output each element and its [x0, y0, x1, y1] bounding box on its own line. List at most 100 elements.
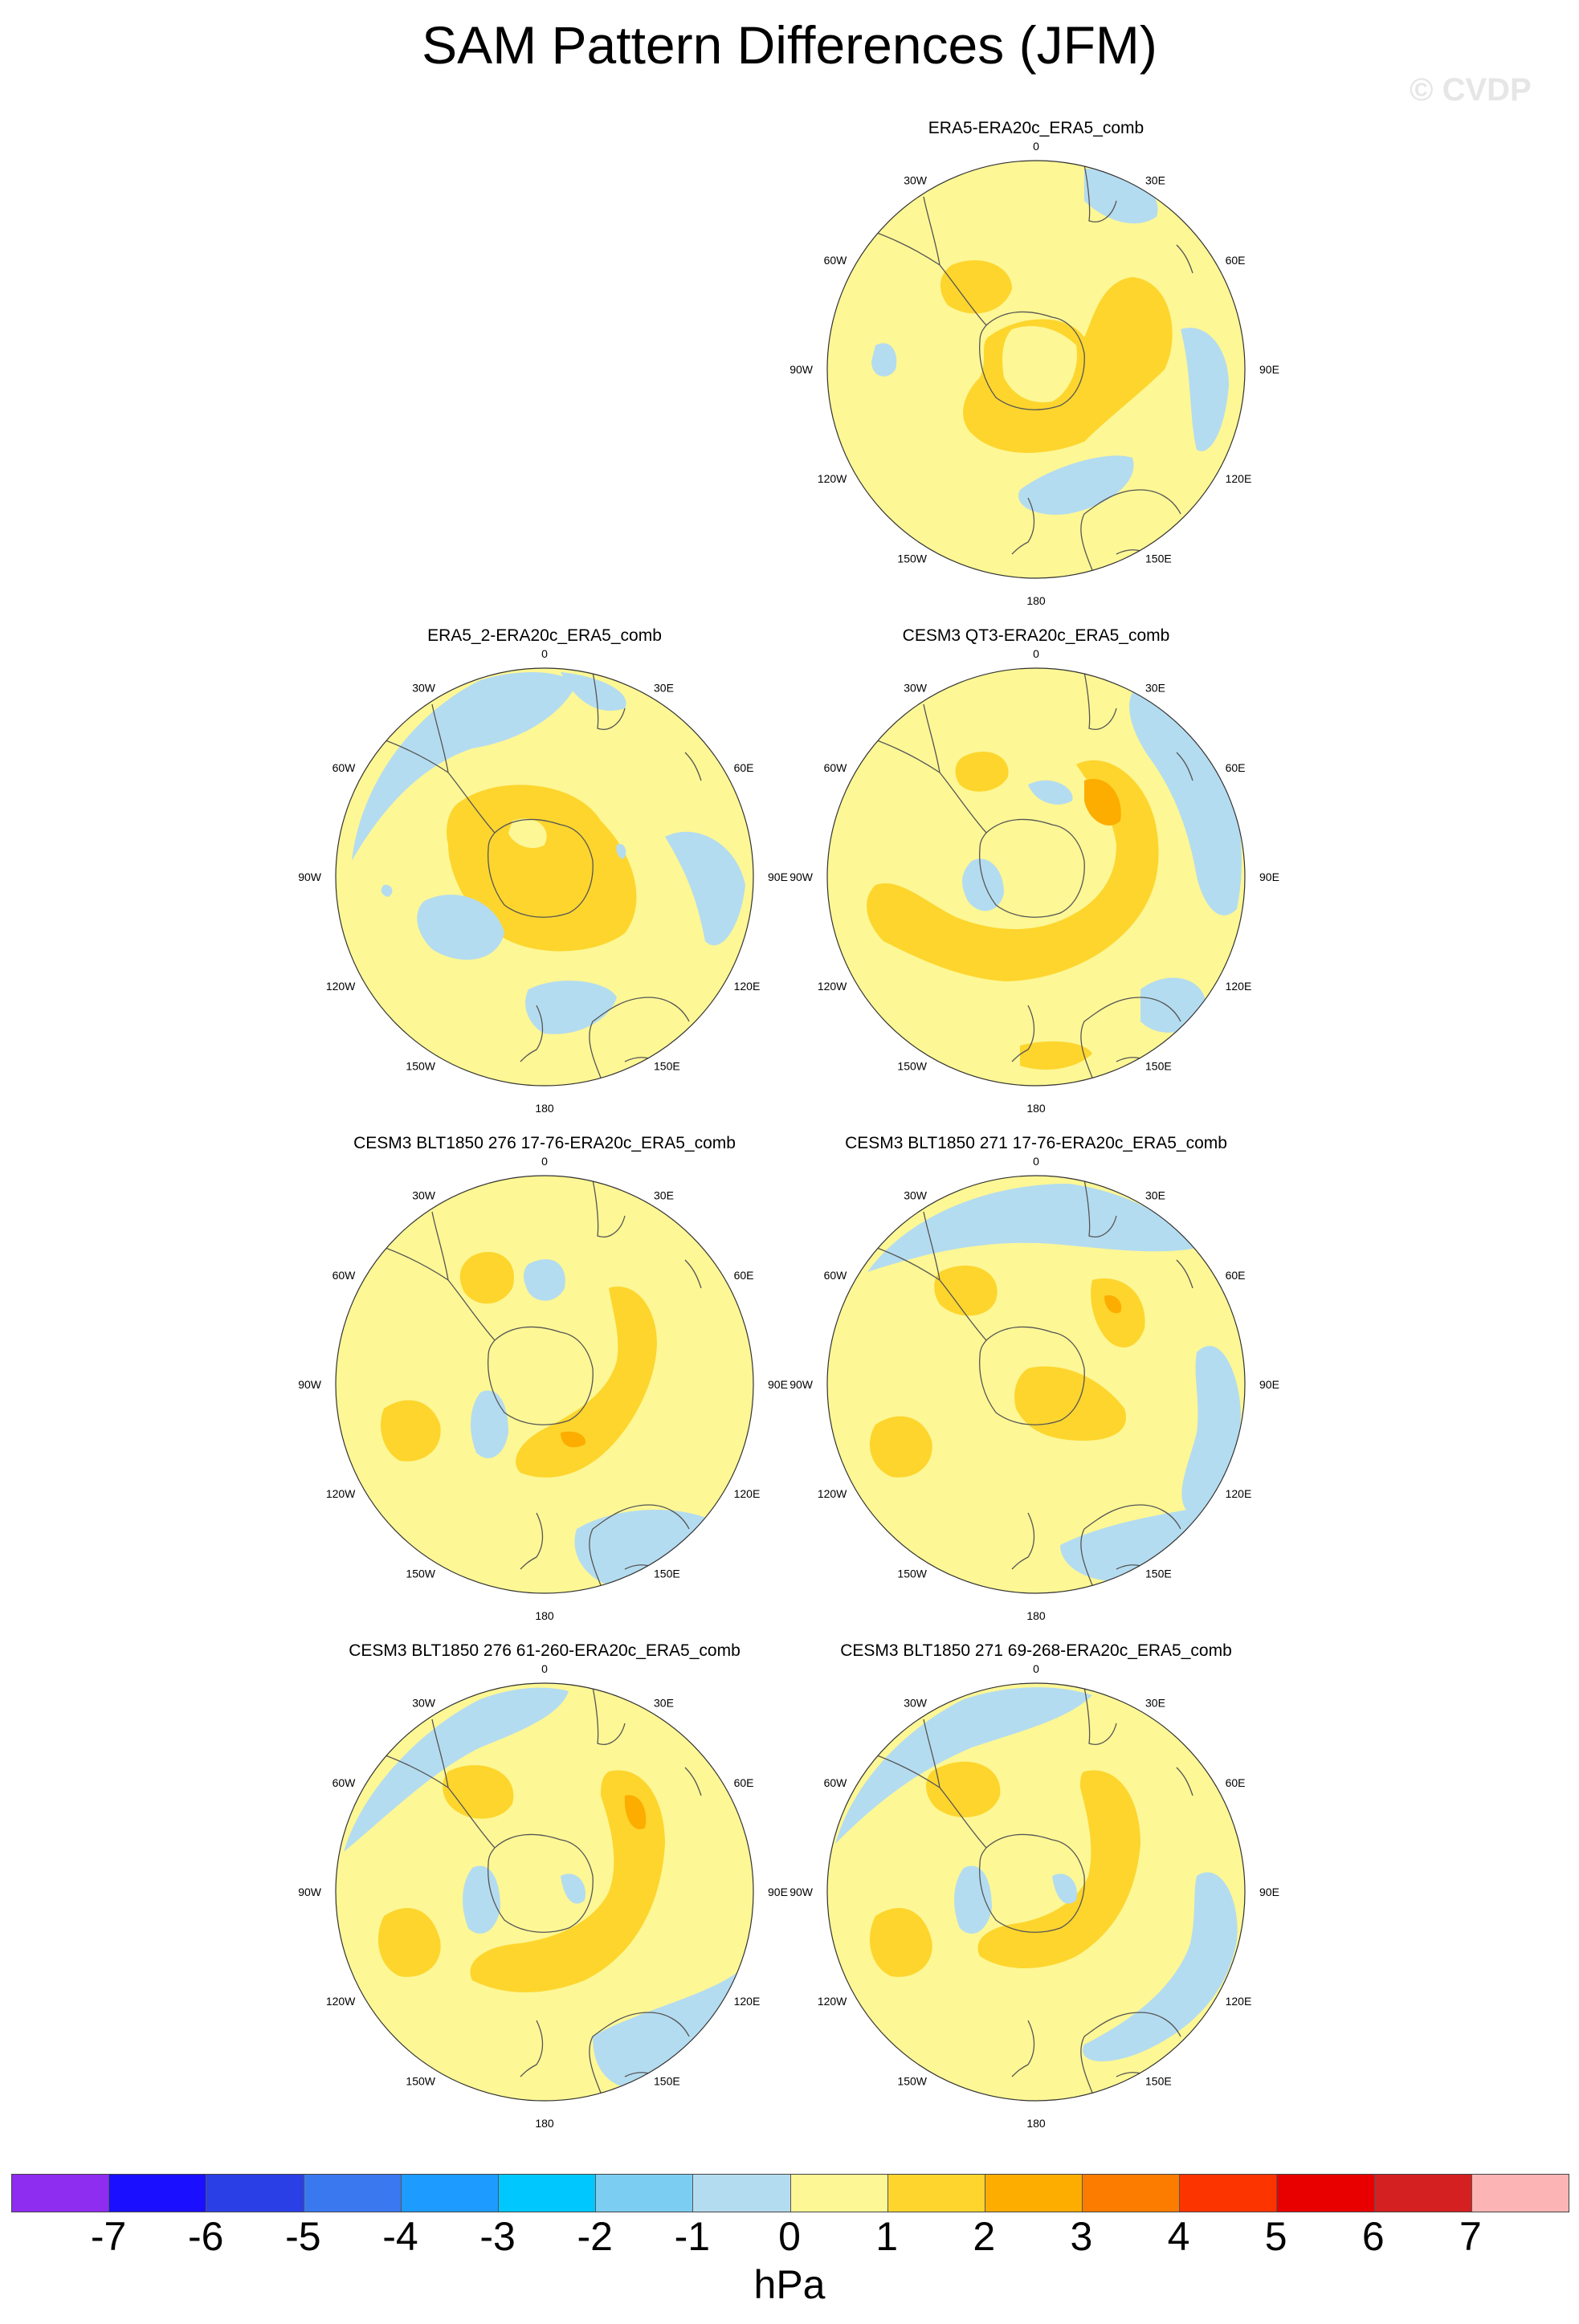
- colorbar-swatch: [303, 2175, 401, 2212]
- longitude-label: 60E: [1226, 1269, 1246, 1282]
- longitude-label: 60W: [333, 1776, 357, 1789]
- longitude-label: 150E: [1145, 552, 1172, 565]
- longitude-label: 0: [541, 1662, 548, 1675]
- longitude-label: 180: [535, 1609, 554, 1622]
- panel-title: CESM3 BLT1850 276 17-76-ERA20c_ERA5_comb: [353, 1134, 736, 1152]
- longitude-label: 0: [1033, 1662, 1039, 1675]
- colorbar-tick-label: 3: [1070, 2214, 1093, 2259]
- longitude-label: 30W: [412, 1189, 436, 1201]
- longitude-label: 30W: [904, 1696, 928, 1709]
- colorbar-swatch: [206, 2175, 304, 2212]
- longitude-label: 90W: [298, 1886, 322, 1898]
- longitude-label: 120W: [818, 1995, 847, 2008]
- longitude-label: 90W: [790, 1378, 814, 1391]
- longitude-label: 180: [1026, 2117, 1046, 2130]
- longitude-label: 60E: [734, 1776, 754, 1789]
- longitude-label: 90E: [1259, 363, 1279, 376]
- colorbar-swatch: [108, 2175, 206, 2212]
- longitude-label: 30E: [654, 1696, 674, 1709]
- polar-map: 0 30E 60E 90E 120E 150E 180 150W 120W 90W 60W 30W: [298, 647, 788, 1115]
- longitude-label: 180: [1026, 1102, 1046, 1115]
- longitude-label: 30W: [904, 1189, 928, 1201]
- longitude-label: 60W: [824, 254, 848, 267]
- longitude-label: 90W: [298, 1378, 322, 1391]
- polar-map: 0 30E 60E 90E 120E 150E 180 150W 120W 90W 60W 30W: [790, 647, 1279, 1115]
- colorbar-tick-label: -1: [674, 2214, 711, 2259]
- longitude-label: 150W: [406, 1568, 435, 1580]
- longitude-label: 150E: [654, 1060, 680, 1073]
- longitude-label: 180: [535, 2117, 554, 2130]
- longitude-label: 120E: [1226, 1995, 1252, 2008]
- longitude-label: 120W: [818, 980, 847, 993]
- longitude-label: 90E: [768, 1886, 788, 1898]
- longitude-label: 30W: [904, 173, 928, 186]
- colorbar-tick-label: -2: [577, 2214, 613, 2259]
- colorbar-tick-label: -4: [382, 2214, 418, 2259]
- longitude-label: 120W: [326, 1995, 356, 2008]
- longitude-label: 30W: [904, 681, 928, 694]
- longitude-label: 90W: [298, 870, 322, 883]
- longitude-label: 150W: [406, 2075, 435, 2088]
- polar-map: 0 30E 60E 90E 120E 150E 180 150W 120W 90W 60W 30W: [790, 140, 1279, 607]
- longitude-label: 0: [541, 647, 548, 660]
- longitude-label: 60W: [824, 1269, 848, 1282]
- colorbar-tick-label: 7: [1459, 2214, 1482, 2259]
- colorbar-swatch: [1082, 2175, 1180, 2212]
- panel-title: ERA5-ERA20c_ERA5_comb: [928, 119, 1144, 137]
- longitude-label: 150W: [897, 1060, 927, 1073]
- longitude-label: 150E: [654, 2075, 680, 2088]
- longitude-label: 120W: [326, 980, 356, 993]
- longitude-label: 0: [541, 1155, 548, 1168]
- longitude-label: 90W: [790, 363, 814, 376]
- colorbar-ticks: -7 -6 -5 -4 -3 -2 -1 0 1 2 3 4 5 6 7: [0, 2213, 1579, 2261]
- longitude-label: 180: [1026, 594, 1046, 607]
- longitude-label: 120E: [1226, 980, 1252, 993]
- colorbar-swatch: [887, 2175, 985, 2212]
- longitude-label: 30W: [412, 1696, 436, 1709]
- colorbar-swatch: [790, 2175, 887, 2212]
- colorbar-swatch: [595, 2175, 693, 2212]
- longitude-label: 180: [535, 1102, 554, 1115]
- longitude-label: 90E: [1259, 1886, 1279, 1898]
- longitude-label: 60W: [824, 1776, 848, 1789]
- panel-title: CESM3 BLT1850 271 17-76-ERA20c_ERA5_comb: [845, 1134, 1227, 1152]
- colorbar-tick-label: -6: [188, 2214, 224, 2259]
- colorbar-swatch: [984, 2175, 1083, 2212]
- longitude-label: 90E: [1259, 1378, 1279, 1391]
- longitude-label: 90E: [768, 870, 788, 883]
- longitude-label: 150E: [1145, 1568, 1172, 1580]
- longitude-label: 150W: [406, 1060, 435, 1073]
- longitude-label: 60W: [824, 761, 848, 774]
- longitude-label: 0: [1033, 140, 1039, 153]
- longitude-label: 60E: [1226, 1776, 1246, 1789]
- colorbar-swatch: [1179, 2175, 1277, 2212]
- colorbar-swatch: [1276, 2175, 1374, 2212]
- longitude-label: 120W: [818, 1487, 847, 1500]
- longitude-label: 90E: [1259, 870, 1279, 883]
- longitude-label: 150E: [1145, 2075, 1172, 2088]
- longitude-label: 120W: [818, 472, 847, 485]
- longitude-label: 120E: [734, 1487, 761, 1500]
- longitude-label: 120E: [734, 980, 761, 993]
- colorbar-tick-label: 6: [1361, 2214, 1385, 2259]
- panel-title: CESM3 QT3-ERA20c_ERA5_comb: [902, 626, 1170, 645]
- polar-map: 0 30E 60E 90E 120E 150E 180 150W 120W 90W 60W 30W: [790, 1662, 1279, 2130]
- longitude-label: 120E: [1226, 1487, 1252, 1500]
- colorbar-swatch: [400, 2175, 498, 2212]
- longitude-label: 60E: [1226, 761, 1246, 774]
- longitude-label: 30W: [412, 681, 436, 694]
- colorbar-swatch: [692, 2175, 790, 2212]
- colorbar-tick-label: 1: [875, 2214, 899, 2259]
- colorbar-swatch: [497, 2175, 596, 2212]
- colorbar-tick-label: 2: [973, 2214, 996, 2259]
- panel-title: ERA5_2-ERA20c_ERA5_comb: [427, 626, 662, 645]
- longitude-label: 30E: [1145, 681, 1165, 694]
- longitude-label: 120W: [326, 1487, 356, 1500]
- longitude-label: 60E: [734, 761, 754, 774]
- colorbar-tick-label: -3: [479, 2214, 516, 2259]
- longitude-label: 90E: [768, 1378, 788, 1391]
- longitude-label: 0: [1033, 647, 1039, 660]
- cvdp-watermark: © CVDP: [1410, 72, 1532, 108]
- colorbar-swatch: [12, 2175, 109, 2212]
- longitude-label: 30E: [1145, 1189, 1165, 1201]
